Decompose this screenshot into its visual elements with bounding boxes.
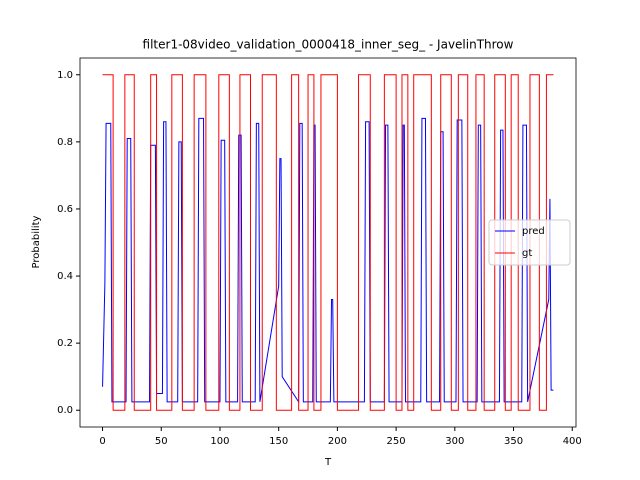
x-tick-label: 250 <box>387 436 406 447</box>
y-tick-label: 0.6 <box>57 204 73 215</box>
legend-label: gt <box>522 248 532 259</box>
y-axis-label: Probability <box>31 215 42 268</box>
legend-label: pred <box>522 226 545 237</box>
y-tick-label: 1.0 <box>57 70 73 81</box>
x-tick-label: 350 <box>504 436 523 447</box>
x-tick-label: 150 <box>269 436 288 447</box>
y-tick-label: 0.0 <box>57 405 73 416</box>
x-tick-label: 0 <box>99 436 105 447</box>
y-tick-label: 0.2 <box>57 338 73 349</box>
x-tick-label: 50 <box>155 436 168 447</box>
x-tick-label: 100 <box>210 436 229 447</box>
y-tick-label: 0.4 <box>57 271 73 282</box>
chart-title: filter1-08video_validation_0000418_inner… <box>143 38 514 52</box>
y-tick-label: 0.8 <box>57 137 73 148</box>
axes-frame <box>79 57 577 428</box>
x-axis-label: T <box>324 457 332 468</box>
line-series <box>102 74 554 411</box>
x-tick-label: 300 <box>445 436 464 447</box>
x-tick-label: 400 <box>563 436 582 447</box>
x-tick-label: 200 <box>328 436 347 447</box>
